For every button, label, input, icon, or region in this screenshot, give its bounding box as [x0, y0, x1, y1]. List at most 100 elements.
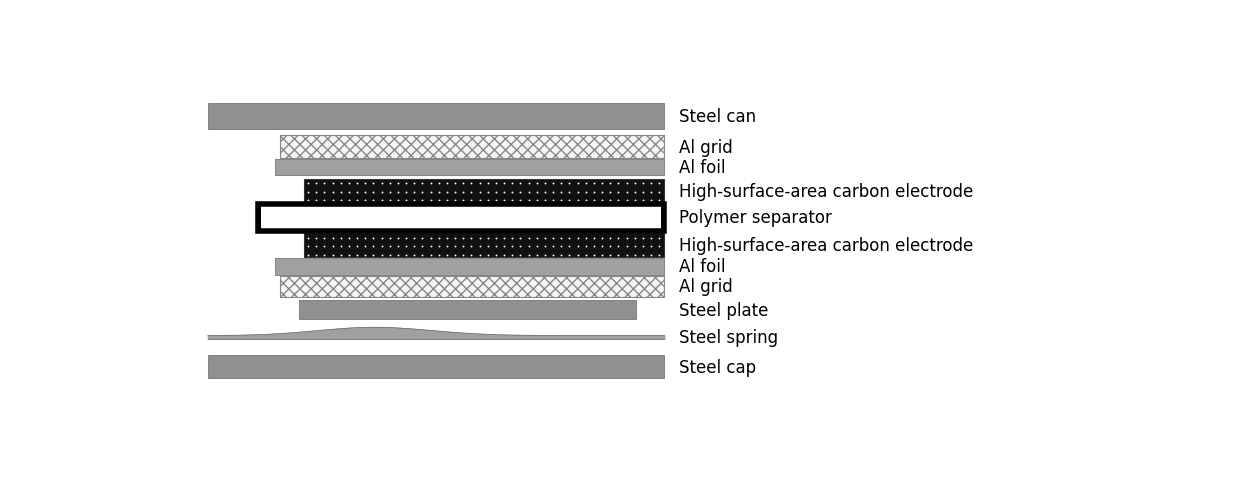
Point	[379, 234, 399, 242]
Point	[486, 197, 506, 205]
Point	[396, 180, 415, 188]
Point	[543, 188, 563, 196]
Text: Steel plate: Steel plate	[678, 301, 768, 319]
Point	[518, 197, 538, 205]
Point	[306, 251, 326, 259]
Point	[436, 234, 456, 242]
Point	[339, 251, 358, 259]
Point	[339, 197, 358, 205]
Point	[534, 234, 554, 242]
Point	[650, 197, 670, 205]
Point	[379, 180, 399, 188]
Point	[331, 188, 351, 196]
Point	[568, 234, 588, 242]
Point	[584, 180, 604, 188]
Point	[436, 197, 456, 205]
Point	[454, 251, 474, 259]
Point	[634, 188, 653, 196]
Point	[363, 188, 383, 196]
Point	[477, 180, 497, 188]
Point	[593, 234, 613, 242]
Point	[477, 188, 497, 196]
Point	[552, 180, 572, 188]
Point	[298, 188, 317, 196]
Point	[461, 251, 481, 259]
Point	[331, 234, 351, 242]
Point	[641, 234, 661, 242]
Point	[420, 234, 440, 242]
Point	[363, 251, 383, 259]
Point	[584, 234, 604, 242]
Point	[584, 251, 604, 259]
Text: Al grid: Al grid	[678, 138, 733, 156]
Point	[495, 234, 515, 242]
Point	[518, 188, 538, 196]
Point	[396, 242, 415, 250]
Point	[575, 180, 595, 188]
Point	[527, 242, 547, 250]
Point	[502, 242, 522, 250]
Point	[404, 197, 424, 205]
Point	[543, 251, 563, 259]
Point	[436, 188, 456, 196]
Point	[429, 234, 449, 242]
Bar	[280, 276, 665, 298]
Point	[420, 242, 440, 250]
Point	[420, 180, 440, 188]
Point	[650, 188, 670, 196]
Point	[625, 197, 645, 205]
Point	[527, 180, 547, 188]
Point	[575, 251, 595, 259]
Bar	[280, 136, 665, 158]
Point	[461, 242, 481, 250]
Point	[609, 242, 629, 250]
Point	[486, 251, 506, 259]
Point	[322, 188, 342, 196]
Point	[445, 251, 465, 259]
Point	[306, 234, 326, 242]
Point	[625, 242, 645, 250]
Point	[495, 197, 515, 205]
Point	[372, 180, 392, 188]
Point	[436, 180, 456, 188]
Point	[413, 197, 433, 205]
Point	[568, 188, 588, 196]
Point	[552, 234, 572, 242]
Point	[298, 242, 317, 250]
Point	[616, 251, 636, 259]
Point	[347, 251, 367, 259]
Point	[641, 188, 661, 196]
Point	[600, 188, 620, 196]
Point	[347, 242, 367, 250]
Point	[495, 242, 515, 250]
Bar	[208, 103, 665, 130]
Point	[600, 234, 620, 242]
Point	[306, 188, 326, 196]
Point	[429, 180, 449, 188]
Point	[616, 197, 636, 205]
Point	[609, 188, 629, 196]
Bar	[280, 276, 665, 298]
Point	[347, 180, 367, 188]
Point	[593, 180, 613, 188]
Point	[420, 197, 440, 205]
Point	[372, 251, 392, 259]
Point	[552, 251, 572, 259]
Point	[568, 180, 588, 188]
Point	[306, 197, 326, 205]
Point	[575, 242, 595, 250]
Point	[575, 234, 595, 242]
Point	[396, 251, 415, 259]
Point	[356, 251, 376, 259]
Point	[315, 234, 335, 242]
Point	[420, 188, 440, 196]
Point	[486, 242, 506, 250]
Point	[518, 251, 538, 259]
Point	[322, 242, 342, 250]
Text: Steel cap: Steel cap	[678, 358, 756, 376]
Point	[609, 180, 629, 188]
Point	[331, 242, 351, 250]
Point	[404, 180, 424, 188]
Point	[600, 242, 620, 250]
Point	[650, 242, 670, 250]
